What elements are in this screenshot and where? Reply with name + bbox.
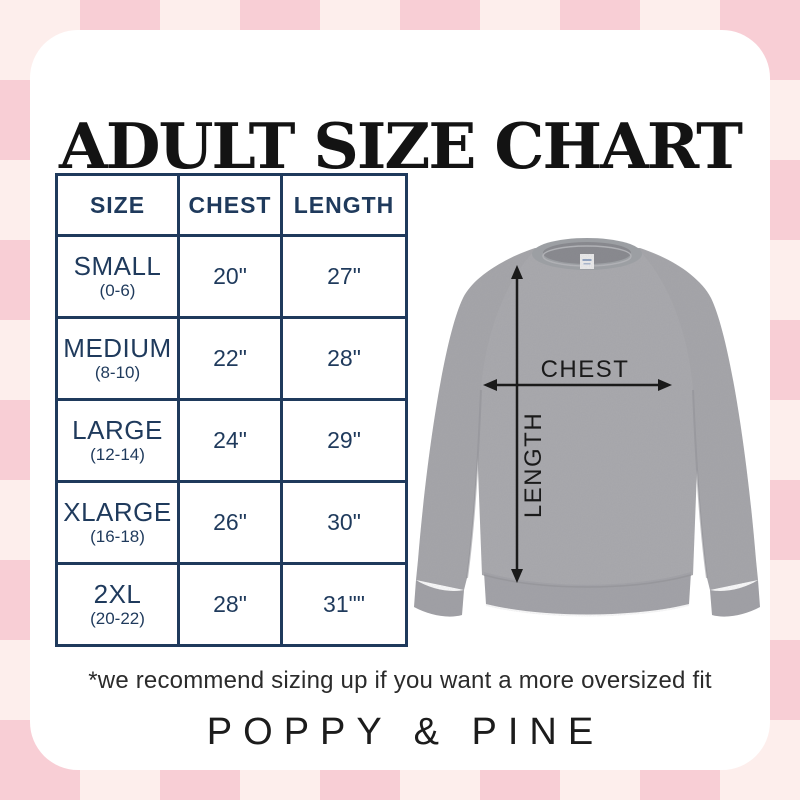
size-table-body: SMALL (0-6) 20" 27" MEDIUM (8-10) 22" 28… <box>55 234 408 647</box>
right-cuff <box>710 580 760 617</box>
size-column-header: SIZE <box>55 173 180 237</box>
table-row: LARGE (12-14) 24" 29" <box>55 398 408 483</box>
sweatshirt-left-sleeve <box>416 248 537 590</box>
chest-arrowhead-right <box>658 379 672 391</box>
measurement-arrows <box>483 265 672 583</box>
size-cell: SMALL (0-6) <box>55 234 180 319</box>
page-title: ADULT SIZE CHART <box>58 109 743 184</box>
size-label: SMALL <box>73 251 162 282</box>
size-range-label: (20-22) <box>90 609 145 629</box>
size-label: LARGE <box>72 415 163 446</box>
table-row: MEDIUM (8-10) 22" 28" <box>55 316 408 401</box>
length-arrowhead-bottom <box>511 569 523 583</box>
chest-value: 24" <box>177 398 283 483</box>
brand-name: POPPY & PINE <box>206 711 605 753</box>
size-table: SIZE CHEST LENGTH SMALL (0-6) 20" 27" ME… <box>55 173 408 647</box>
size-range-label: (12-14) <box>90 445 145 465</box>
neck-tag-text <box>582 259 592 261</box>
table-row: XLARGE (16-18) 26" 30" <box>55 480 408 565</box>
length-value: 31"" <box>280 562 408 647</box>
left-seam <box>466 389 482 579</box>
length-arrowhead-top <box>511 265 523 279</box>
sizing-footnote: *we recommend sizing up if you want a mo… <box>88 667 712 694</box>
size-label: 2XL <box>93 579 142 610</box>
chest-column-header: CHEST <box>177 173 283 237</box>
chest-value: 26" <box>177 480 283 565</box>
chest-value: 22" <box>177 316 283 401</box>
chest-arrowhead-left <box>483 379 497 391</box>
waistband <box>484 572 691 615</box>
size-range-label: (8-10) <box>94 363 141 383</box>
length-value: 27" <box>280 234 408 319</box>
chest-label: CHEST <box>541 356 630 383</box>
size-cell: MEDIUM (8-10) <box>55 316 180 401</box>
size-table-header: SIZE CHEST LENGTH <box>55 173 408 237</box>
size-label: XLARGE <box>63 497 172 528</box>
waistband-seam <box>483 574 692 588</box>
size-label: MEDIUM <box>63 333 172 364</box>
length-label: LENGTH <box>520 412 547 518</box>
right-seam <box>692 389 708 579</box>
sweatshirt-illustration: CHEST LENGTH <box>414 238 760 617</box>
length-value: 30" <box>280 480 408 565</box>
chest-value: 20" <box>177 234 283 319</box>
left-cuff <box>414 580 464 617</box>
content-card: ADULT SIZE CHART SIZE CHEST LENGTH SMALL… <box>30 30 770 770</box>
neck-tag <box>580 254 594 269</box>
length-value: 29" <box>280 398 408 483</box>
size-range-label: (16-18) <box>90 527 145 547</box>
sweatshirt-diagram: CHEST LENGTH <box>405 230 761 622</box>
size-cell: LARGE (12-14) <box>55 398 180 483</box>
chest-value: 28" <box>177 562 283 647</box>
size-range-label: (0-6) <box>99 281 136 301</box>
sweatshirt-right-sleeve <box>637 248 758 590</box>
table-row: SMALL (0-6) 20" 27" <box>55 234 408 319</box>
length-column-header: LENGTH <box>280 173 408 237</box>
neck-tag-text2 <box>583 263 591 265</box>
size-cell: XLARGE (16-18) <box>55 480 180 565</box>
sweatshirt <box>414 238 760 617</box>
table-row: 2XL (20-22) 28" 31"" <box>55 562 408 647</box>
sweatshirt-torso <box>469 248 706 588</box>
length-value: 28" <box>280 316 408 401</box>
header-row: SIZE CHEST LENGTH <box>55 173 408 237</box>
size-cell: 2XL (20-22) <box>55 562 180 647</box>
